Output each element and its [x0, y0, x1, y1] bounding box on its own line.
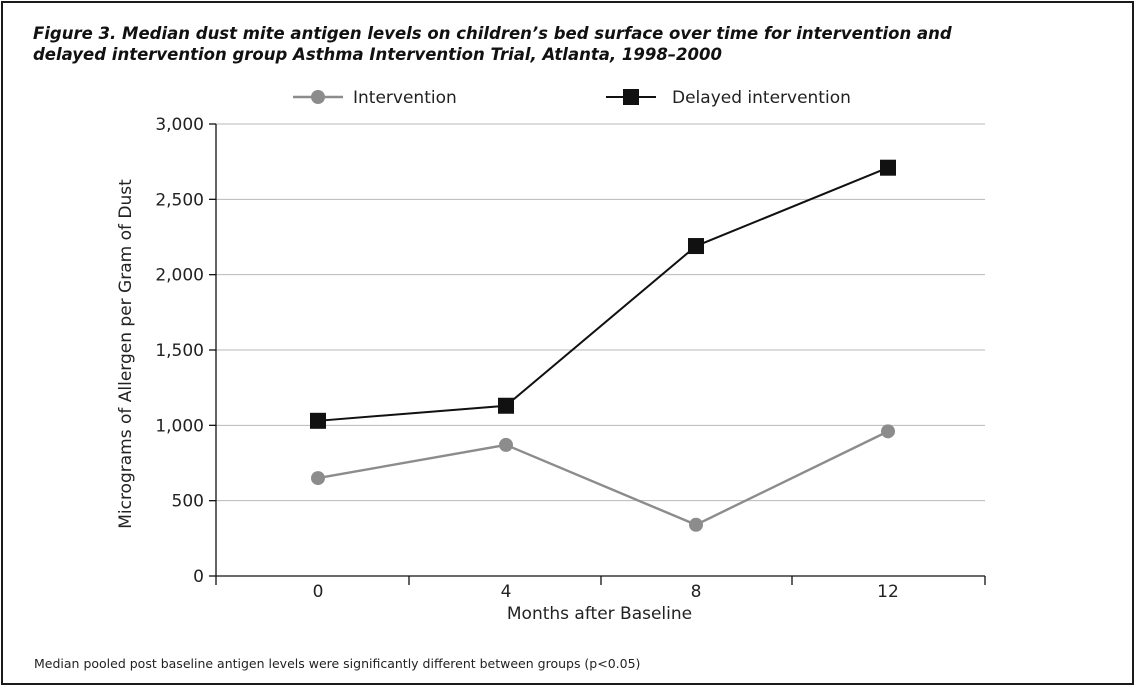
x-tick-label-3: 12: [877, 582, 899, 602]
y-tick-label-5: 2,500: [155, 190, 204, 210]
y-tick-label-2: 1,000: [155, 416, 204, 436]
series-line-0: [317, 430, 889, 527]
series-1-point-3: [880, 159, 896, 176]
series-0-point-3: [881, 424, 895, 439]
series-1-point-0: [310, 412, 326, 429]
x-tick-label-0: 0: [313, 582, 324, 602]
legend-marker-0: [311, 90, 325, 104]
y-tick-label-1: 500: [172, 492, 204, 512]
chart-title-line-2: delayed intervention group Asthma Interv…: [33, 45, 722, 64]
legend-marker-1: [623, 89, 639, 105]
y-tick-label-4: 2,000: [155, 266, 204, 286]
legend-label-1: Delayed intervention: [672, 88, 851, 108]
series-0-point-2: [689, 517, 703, 532]
y-tick-label-6: 3,000: [155, 115, 204, 135]
series-1-point-1: [498, 397, 514, 414]
y-tick-label-3: 1,500: [155, 341, 204, 361]
x-axis-title: Months after Baseline: [507, 604, 692, 624]
y-axis-title: Micrograms of Allergen per Gram of Dust: [116, 179, 136, 529]
chart-footnote: Median pooled post baseline antigen leve…: [34, 656, 641, 671]
chart-title: Figure 3. Median dust mite antigen level…: [33, 23, 1113, 65]
y-tick-label-0: 0: [193, 567, 204, 587]
series-0-point-0: [311, 471, 325, 486]
x-tick-label-1: 4: [501, 582, 512, 602]
series-0-point-1: [499, 437, 513, 452]
legend-label-0: Intervention: [353, 88, 457, 108]
series-1-point-2: [688, 238, 704, 255]
chart-title-line-1: Figure 3. Median dust mite antigen level…: [33, 24, 952, 43]
x-tick-label-2: 8: [691, 582, 702, 602]
series-line-1: [317, 166, 889, 422]
